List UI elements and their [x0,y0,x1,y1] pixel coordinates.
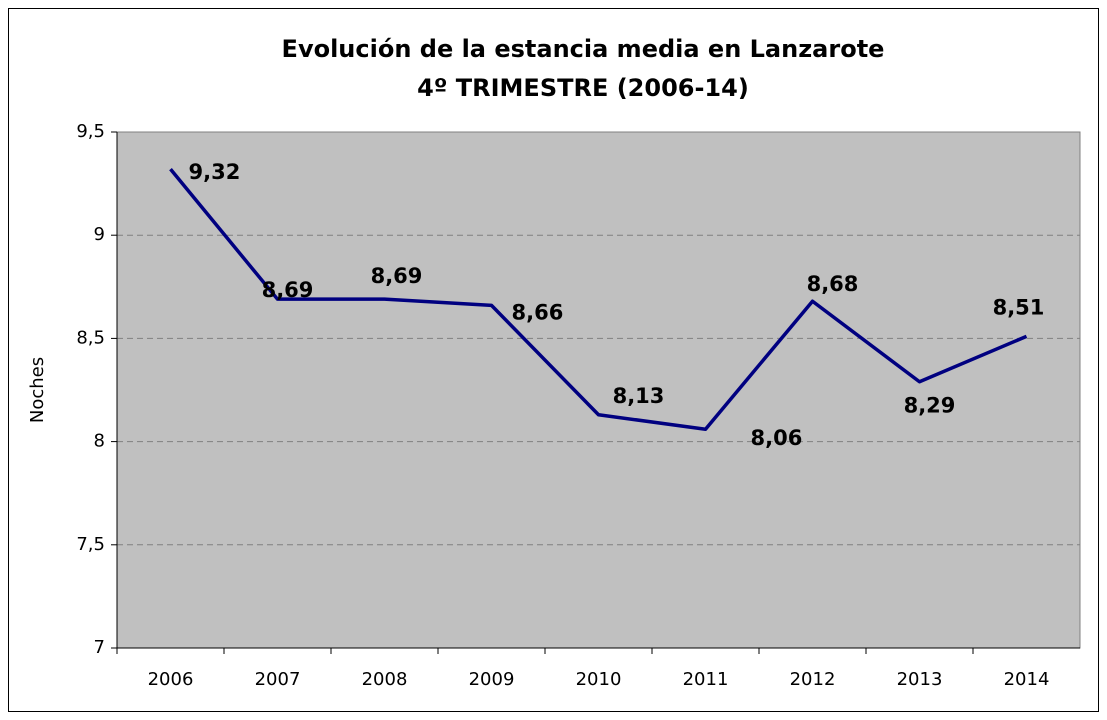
y-tick-label: 9,5 [76,121,105,142]
data-label: 8,51 [993,295,1045,319]
x-tick-label: 2008 [362,669,408,690]
y-tick-label: 8,5 [76,327,105,348]
data-label: 8,69 [262,278,314,302]
y-tick-label: 7 [94,637,105,658]
data-label: 8,29 [904,394,956,418]
x-tick-label: 2014 [1004,669,1050,690]
x-tick-label: 2013 [897,669,943,690]
data-label: 8,06 [751,426,803,450]
chart-title: Evolución de la estancia media en Lanzar… [282,35,885,63]
x-tick-label: 2009 [469,669,515,690]
y-axis-label: Noches [27,357,48,423]
y-tick-label: 7,5 [76,534,105,555]
x-tick-label: 2007 [255,669,301,690]
data-label: 8,68 [807,272,859,296]
plot-area [116,131,1081,649]
data-label: 8,69 [371,264,423,288]
data-label: 9,32 [189,160,241,184]
x-tick-label: 2011 [683,669,729,690]
x-tick-label: 2012 [790,669,836,690]
y-tick-label: 9 [94,224,105,245]
y-tick-label: 8 [94,431,105,452]
chart-subtitle: 4º TRIMESTRE (2006-14) [417,74,749,102]
x-tick-label: 2006 [148,669,194,690]
x-tick-label: 2010 [576,669,622,690]
data-line [169,168,1028,431]
data-label: 8,66 [512,300,564,324]
data-label: 8,13 [613,384,665,408]
